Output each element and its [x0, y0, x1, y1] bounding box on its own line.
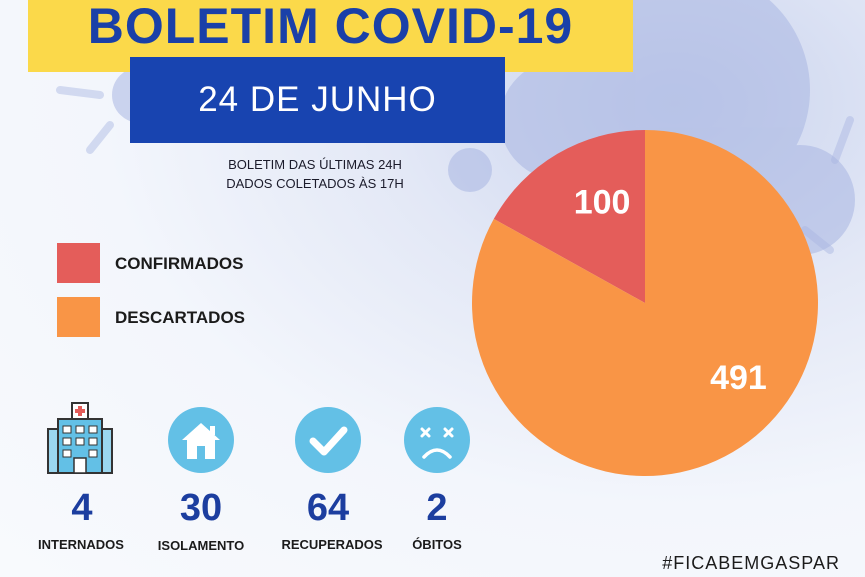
legend-swatch-confirmed — [57, 243, 100, 283]
stat-value-internados: 4 — [71, 487, 93, 529]
sad-face-icon — [404, 407, 470, 473]
pie-label-confirmados: 100 — [574, 184, 631, 222]
legend-label-confirmed: CONFIRMADOS — [115, 254, 244, 273]
stat-value-isolamento: 30 — [179, 487, 223, 529]
pie-label-descartados: 491 — [710, 359, 767, 397]
legend-swatch-discarded — [57, 297, 100, 337]
stat-value-recuperados: 64 — [306, 487, 350, 529]
pie-slice-confirmados — [493, 130, 645, 303]
stat-label-recuperados: RECUPERADOS — [281, 537, 383, 552]
subtitle-line-2: DADOS COLETADOS ÀS 17H — [226, 176, 404, 191]
title-banner: BOLETIM COVID-19 — [28, 0, 633, 72]
house-icon — [168, 407, 234, 473]
pie-slice-descartados — [472, 130, 818, 477]
bulletin-date: 24 DE JUNHO — [198, 80, 437, 119]
subtitle-line-1: BOLETIM DAS ÚLTIMAS 24H — [228, 157, 402, 172]
subtitle: BOLETIM DAS ÚLTIMAS 24H DADOS COLETADOS … — [200, 155, 430, 193]
stat-label-internados: INTERNADOS — [38, 537, 124, 552]
hospital-icon — [47, 402, 113, 474]
page-title: BOLETIM COVID-19 — [87, 0, 574, 54]
stat-value-obitos: 2 — [426, 487, 448, 529]
stat-label-obitos: ÓBITOS — [412, 537, 462, 552]
checkmark-icon — [295, 407, 361, 473]
stat-label-isolamento: ISOLAMENTO — [157, 538, 245, 553]
legend-label-discarded: DESCARTADOS — [115, 308, 246, 327]
date-banner: 24 DE JUNHO — [130, 57, 505, 143]
pie-chart: 100 491 — [472, 130, 818, 477]
hashtag: #FICABEMGASPAR — [662, 553, 840, 573]
